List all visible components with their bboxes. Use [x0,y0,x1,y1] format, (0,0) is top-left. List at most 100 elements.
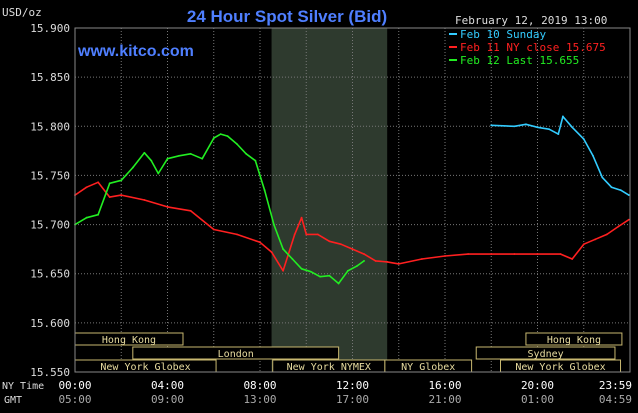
data-point [316,233,319,236]
x-tick-label-gmt: 09:00 [151,393,184,406]
data-point [293,233,296,236]
y-tick-label: 15.700 [30,219,70,232]
data-point [351,248,354,251]
legend-entry: Feb 10 Sunday [460,28,546,41]
x-tick-label-gmt: 01:00 [521,393,554,406]
data-point [219,133,222,136]
data-point [346,269,349,272]
data-point [592,154,594,157]
y-unit-label: USD/oz [2,6,42,19]
x-tick-label-gmt: 21:00 [428,393,461,406]
data-point [270,251,273,253]
data-point [328,240,331,243]
data-point [157,172,160,175]
data-point [150,159,153,162]
market-label: Hong Kong [547,335,601,346]
data-point [300,216,303,219]
data-point [340,243,342,246]
price-series [74,115,630,285]
date-label: February 12, 2019 13:00 [455,14,607,27]
x-tick-label-gmt: 04:59 [599,393,632,406]
data-point [212,228,215,231]
market-label: London [218,349,254,360]
data-point [178,154,180,157]
series-line-1 [491,115,630,196]
watermark: www.kitco.com [77,43,194,60]
x-tick-label-ny: 00:00 [58,379,91,392]
market-label: Sydney [528,349,564,360]
market-label: New York Globex [100,362,190,373]
data-point [143,151,146,154]
data-point [582,138,585,140]
data-point [143,199,146,201]
data-point [212,137,215,139]
data-point [97,181,100,184]
x-tick-label-gmt: 13:00 [243,393,276,406]
data-point [120,179,123,182]
data-point [444,255,446,257]
x-tick-label-ny: 08:00 [243,379,276,392]
data-point [627,218,630,221]
x-tick-label-ny: 04:00 [151,379,184,392]
data-point [536,253,539,255]
data-point [235,233,238,236]
data-point [85,186,88,189]
data-point [619,189,622,192]
data-point [513,253,516,255]
data-point [562,115,564,118]
data-point [571,258,574,260]
data-point [559,253,562,255]
x-tick-label-ny: 23:59 [599,379,632,392]
legend-entry: Feb 12 Last 15.655 [460,54,579,67]
data-point [259,241,261,244]
y-tick-label: 15.750 [30,169,70,182]
data-point [282,248,285,251]
market-bar [475,346,616,360]
data-point [300,267,303,270]
data-point [582,243,585,246]
data-point [235,143,238,145]
market-bar [525,332,623,346]
data-point [305,233,308,236]
x-tick-label-gmt: 05:00 [58,393,91,406]
y-tick-label: 15.900 [30,22,70,35]
data-point [536,126,539,129]
data-point [226,135,229,138]
data-point [272,223,275,226]
data-point [490,253,493,255]
data-point [120,194,123,196]
market-sessions: Hong Kong Hong Kong London Sydney New York G… [74,332,623,373]
data-point [319,275,322,278]
data-point [601,176,604,179]
data-point [557,133,560,136]
data-point [282,269,285,272]
data-point [166,205,169,208]
data-point [337,282,340,285]
legend-entry: Feb 11 NY close 15.675 [460,41,606,54]
data-point [189,152,192,155]
y-tick-label: 15.550 [30,366,70,379]
y-tick-label: 15.600 [30,317,70,330]
chart-title: 24 Hour Spot Silver (Bid) [187,7,387,26]
y-tick-label: 15.850 [30,71,70,84]
data-point [108,196,111,198]
data-point [627,194,630,196]
data-point [386,261,389,263]
market-label: New York NYMEX [287,362,371,373]
data-point [166,157,169,160]
data-point [254,159,257,162]
data-point [263,189,266,192]
y-tick-label: 15.800 [30,120,70,133]
data-point [356,264,359,267]
data-point [85,216,88,219]
x-tick-label-ny: 12:00 [336,379,369,392]
market-label: New York Globex [515,362,605,373]
data-point [363,260,365,262]
market-bar [132,346,340,360]
data-point [131,166,134,169]
x-axis-gmt-label: GMT [4,395,22,406]
data-point [571,126,574,129]
